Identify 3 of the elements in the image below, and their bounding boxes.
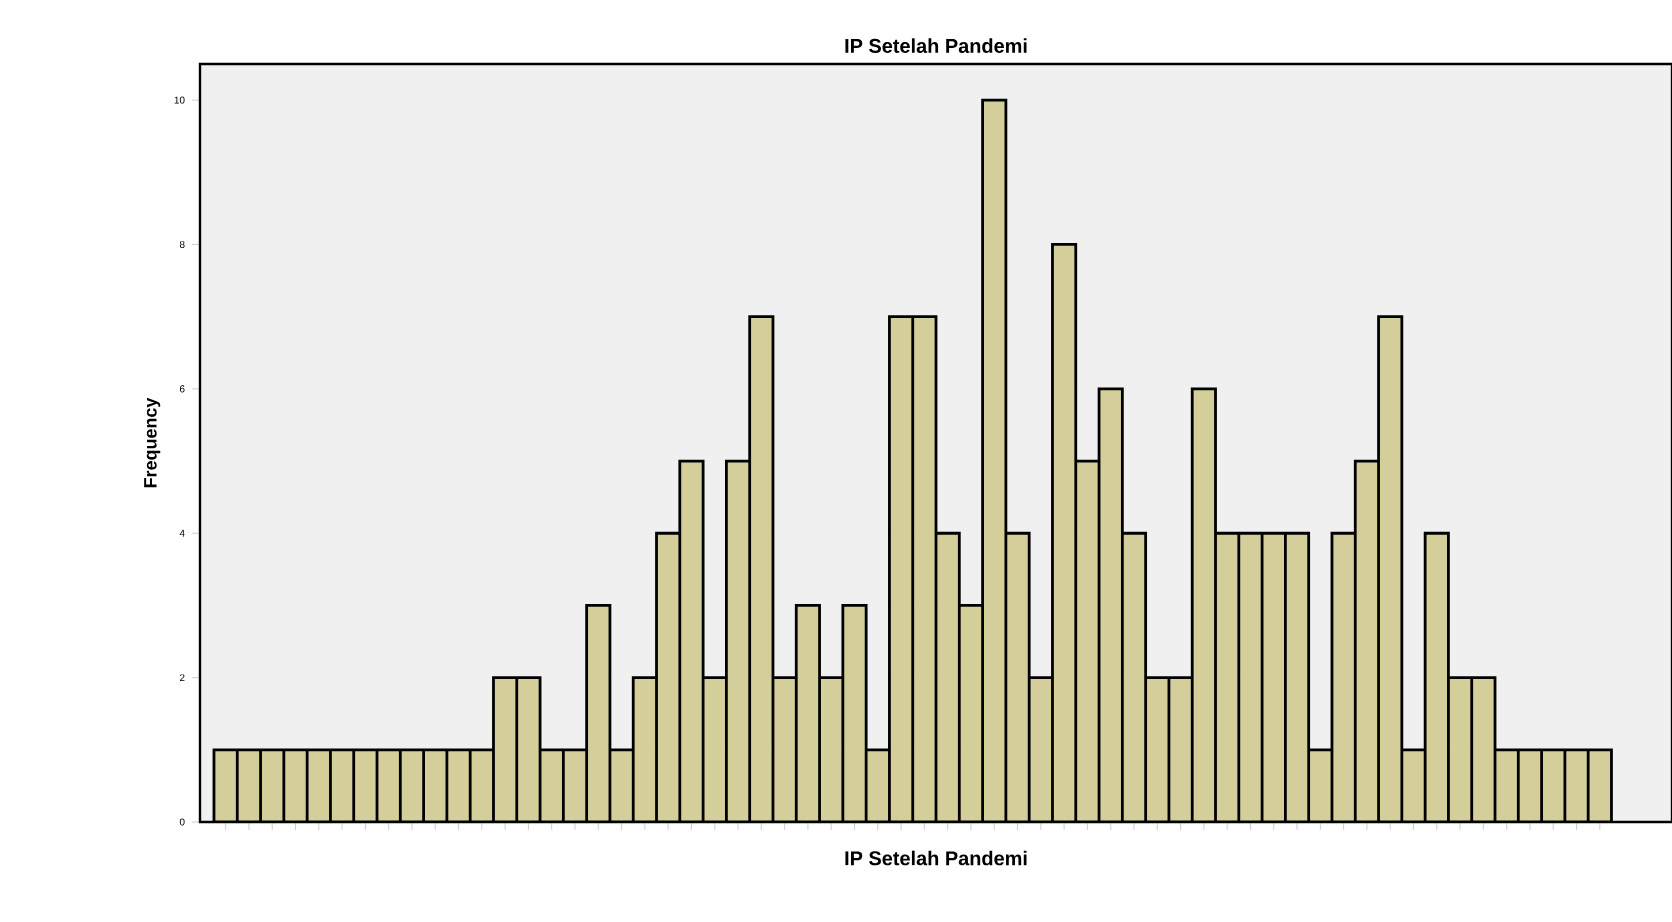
y-axis-title: Frequency <box>144 397 161 488</box>
chart-title: IP Setelah Pandemi <box>845 38 1027 53</box>
x-axis-title: IP Setelah Pandemi <box>845 850 1027 866</box>
